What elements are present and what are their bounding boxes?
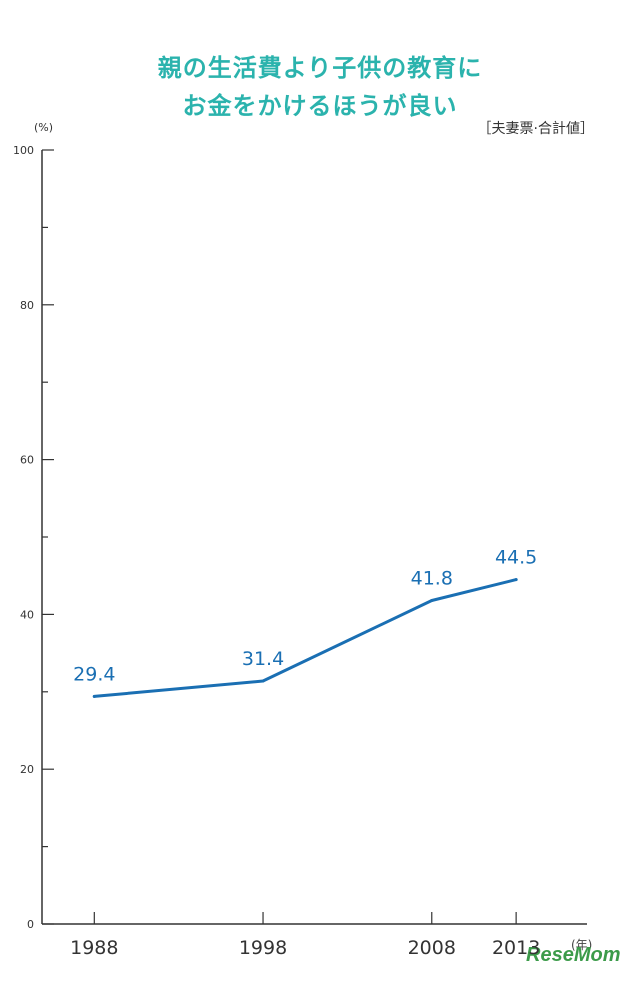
x-tick-label: 2008 [408,937,456,959]
series-line [92,578,518,698]
y-tick-label: 0 [27,918,34,931]
data-value-label: 31.4 [242,648,284,670]
data-point [514,578,518,582]
data-point [92,694,96,698]
data-value-label: 29.4 [73,663,115,685]
y-tick-label: 60 [20,454,34,467]
x-axis-unit-label: (年) [571,938,593,952]
y-tick-label: 40 [20,608,34,621]
x-tick-label: 1988 [70,937,118,959]
y-axis-unit-label: (%) [34,121,54,134]
chart-title-line2: お金をかけるほうが良い [182,92,458,120]
data-point [430,598,434,602]
y-tick-label: 80 [20,299,34,312]
resemom-logo: ReseMom [526,944,621,966]
chart-note: ［夫妻票·合計値］ [477,121,594,137]
x-tick-label: 2013 [492,937,540,959]
y-tick-label: 20 [20,763,34,776]
x-tick-label: 1998 [239,937,287,959]
data-point [261,679,265,683]
data-value-label: 41.8 [411,567,453,589]
data-value-label: 44.5 [495,547,537,569]
y-tick-label: 100 [13,144,34,157]
chart-title-line1: 親の生活費より子供の教育に [157,54,483,82]
